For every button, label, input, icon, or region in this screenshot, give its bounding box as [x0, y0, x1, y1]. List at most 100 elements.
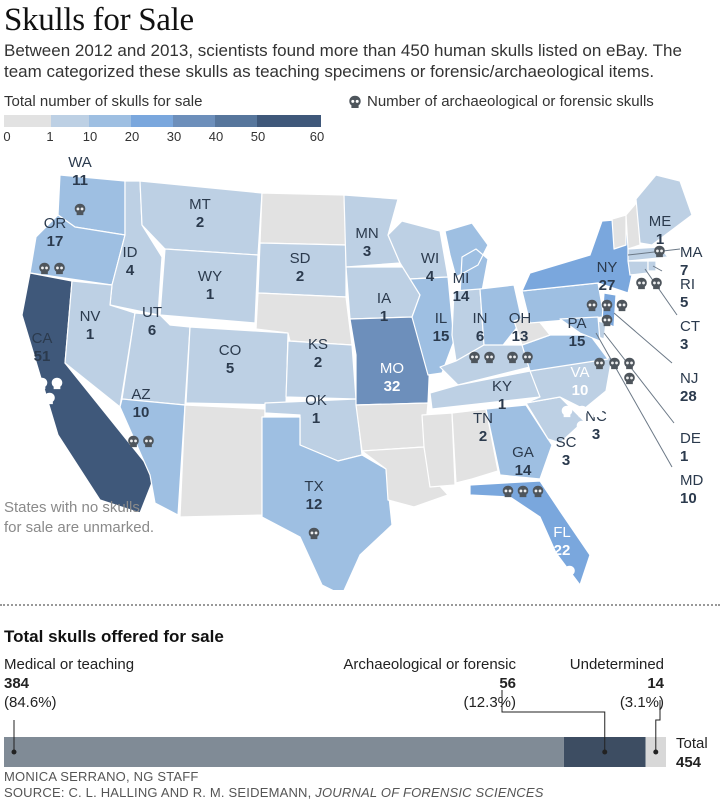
state-label-mt: MT — [189, 196, 211, 213]
state-value-nc: 3 — [592, 426, 600, 443]
category-label: Archaeological or forensic — [343, 656, 516, 673]
page-title: Skulls for Sale — [4, 2, 194, 38]
scale-swatch — [173, 115, 215, 127]
state-value-in: 6 — [476, 328, 484, 345]
credit: MONICA SERRANO, NG STAFF SOURCE: C. L. H… — [4, 769, 544, 801]
state-wy — [159, 248, 259, 324]
skull-icon — [651, 277, 662, 290]
state-value-mt: 2 — [196, 214, 204, 231]
state-label-az: AZ — [131, 386, 150, 403]
state-value-il: 15 — [433, 328, 450, 345]
state-value-de: 1 — [680, 448, 688, 465]
state-value-wa: 11 — [72, 172, 88, 189]
leader-line — [595, 332, 673, 468]
category-percent: (84.6%) — [4, 694, 57, 711]
leader-line — [613, 312, 673, 364]
scale-tick: 1 — [46, 129, 54, 144]
state-label-wy: WY — [198, 268, 222, 285]
state-label-fl: FL — [553, 524, 571, 541]
state-label-ny: NY — [597, 259, 618, 276]
us-map: WA11OR17CA51ID4NV1MT2WY1UT6CO5AZ10SD2KS2… — [21, 154, 703, 590]
state-label-nv: NV — [80, 308, 101, 325]
scale-tick: 30 — [166, 129, 182, 144]
category-percent: (3.1%) — [619, 694, 664, 711]
state-label-ct: CT — [680, 318, 700, 335]
bar-leader-1 — [501, 690, 606, 752]
totals-bar — [4, 690, 666, 767]
state-co — [185, 326, 289, 406]
state-value-id: 4 — [126, 262, 135, 279]
category-archaeological: Archaeological or forensic 56 (12.3%) — [328, 655, 516, 712]
state-value-ia: 1 — [380, 308, 388, 325]
state-value-wi: 4 — [426, 268, 435, 285]
scale-swatch — [89, 115, 131, 127]
state-value-az: 10 — [133, 404, 150, 421]
state-label-id: ID — [123, 244, 138, 261]
state-label-ia: IA — [377, 290, 391, 307]
total-count: Total 454 — [676, 734, 708, 772]
scale-tick: 50 — [250, 129, 266, 144]
state-nd — [259, 192, 347, 246]
state-wv — [513, 314, 551, 346]
state-al — [451, 408, 499, 484]
state-ms — [421, 412, 456, 488]
state-value-ct: 3 — [680, 336, 688, 353]
skull-icon — [609, 357, 620, 370]
credit-journal: JOURNAL OF FORENSIC SCIENCES — [315, 785, 544, 800]
state-label-il: IL — [435, 310, 448, 327]
scale-swatch — [51, 115, 89, 127]
state-value-ky: 1 — [498, 396, 506, 413]
credit-author: MONICA SERRANO, NG STAFF — [4, 769, 199, 784]
state-label-ga: GA — [512, 444, 534, 461]
state-label-me: ME — [649, 213, 672, 230]
state-value-nv: 1 — [86, 326, 94, 343]
state-label-de: DE — [680, 430, 701, 447]
skull-icon — [576, 420, 588, 433]
leader-line — [644, 268, 678, 316]
legend-title: Total number of skulls for sale — [4, 93, 203, 110]
state-label-ri: RI — [680, 276, 695, 293]
state-value-mo: 32 — [384, 378, 401, 395]
state-vt — [611, 214, 627, 250]
state-label-mn: MN — [355, 225, 378, 242]
state-ri — [647, 260, 657, 272]
leader-line — [627, 248, 681, 256]
total-value: 454 — [676, 754, 702, 771]
state-label-tx: TX — [304, 478, 323, 495]
skull-icon — [624, 357, 635, 370]
state-nh — [625, 200, 641, 250]
note-line: States with no skulls — [4, 499, 140, 516]
state-label-or: OR — [44, 215, 67, 232]
scale-tick: 40 — [208, 129, 224, 144]
total-label-text: Total — [676, 735, 708, 752]
category-label: Medical or teaching — [4, 656, 135, 673]
state-value-wy: 1 — [206, 286, 214, 303]
state-me — [635, 174, 693, 246]
skull-icon — [636, 277, 647, 290]
leader-line — [652, 265, 663, 272]
category-percent: (12.3%) — [463, 694, 516, 711]
state-label-oh: OH — [509, 310, 532, 327]
color-scale — [4, 115, 321, 127]
state-value-ri: 5 — [680, 294, 688, 311]
state-value-ca: 51 — [34, 348, 51, 365]
state-value-sd: 2 — [296, 268, 304, 285]
divider — [0, 604, 720, 606]
bar-dot-1 — [602, 749, 608, 755]
skull-icon — [549, 565, 560, 578]
state-label-co: CO — [219, 342, 242, 359]
state-value-ma: 7 — [680, 262, 688, 279]
state-label-mo: MO — [380, 360, 404, 377]
state-value-mn: 3 — [363, 243, 371, 260]
scale-swatch — [131, 115, 173, 127]
state-label-ok: OK — [305, 392, 327, 409]
state-value-mi: 14 — [453, 288, 470, 305]
state-value-sc: 3 — [562, 452, 570, 469]
category-value: 384 — [4, 675, 30, 692]
skull-icon — [29, 392, 40, 405]
state-label-pa: PA — [568, 315, 587, 332]
subtitle: Between 2012 and 2013, scientists found … — [4, 41, 682, 81]
scale-tick: 0 — [3, 129, 11, 144]
scale-swatch — [4, 115, 51, 127]
state-il — [409, 276, 455, 376]
